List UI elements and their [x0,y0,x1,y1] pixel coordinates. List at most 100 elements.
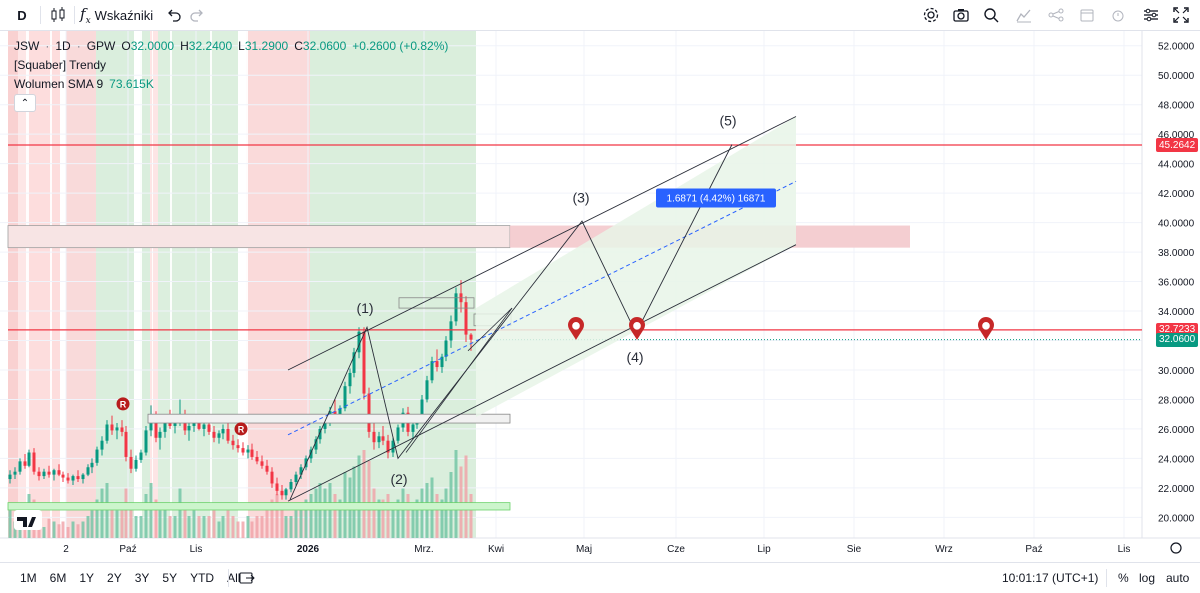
auto-toggle[interactable]: auto [1166,571,1190,585]
legend-low: L31.2900 [238,39,289,53]
candles-icon[interactable] [46,0,70,30]
range-6m-button[interactable]: 6M [49,571,67,585]
undo-icon[interactable] [163,0,185,30]
x-tick-label: Paź [1025,544,1042,555]
candle-body [86,467,90,475]
candle-body [76,476,80,480]
price-chart[interactable]: 52.0000 50.0000 48.0000 46.0000 44.0000 42.00… [0,31,1200,562]
volume-bar [8,510,12,538]
interval-label: D [17,7,27,23]
log-toggle[interactable]: log [1139,571,1156,585]
range-5y-button[interactable]: 5Y [162,571,178,585]
r-marker [234,422,248,436]
candle-body [71,476,75,481]
candle-body [294,474,298,482]
volume-bar [163,505,167,538]
candle-body [202,424,206,429]
r-marker-label: R [120,399,127,409]
wave-label: (4) [626,349,643,365]
goto-date-icon[interactable] [238,563,256,593]
volume-bar [323,488,327,538]
clock-timezone[interactable]: 10:01:17 (UTC+1) [1002,571,1099,585]
volume-bar [314,488,318,538]
range-3y-button[interactable]: 3Y [134,571,150,585]
elliott-wave-path [289,144,733,500]
range-ytd-button[interactable]: YTD [190,571,215,585]
candle-body [90,462,94,468]
legend-symbol[interactable]: JSW [14,39,40,53]
candle-body [13,471,17,475]
legend-ohlc-row: JSW · 1D · GPW O32.0000 H32.2400 L31.290… [14,37,448,56]
alarm-icon[interactable] [1107,0,1129,30]
settings-gear-icon[interactable] [920,0,942,30]
chart-area[interactable]: 52.0000 50.0000 48.0000 46.0000 44.0000 42.00… [0,31,1200,562]
legend-collapse-button[interactable]: ⌃ [14,94,36,112]
range-all-button[interactable]: All [227,571,241,585]
camera-icon[interactable] [950,0,972,30]
volume-bar [226,510,230,538]
candle-body [255,456,259,462]
candle-body [323,420,327,429]
candle-body [139,452,143,460]
volume-bar [338,499,342,538]
wave-label: (3) [572,189,589,205]
volume-bar [187,516,191,538]
network-icon[interactable] [1045,0,1067,30]
range-1m-button[interactable]: 1M [20,571,37,585]
volume-bar [173,516,177,538]
bars-chart-icon[interactable] [1013,0,1035,30]
legend-indicator-trends[interactable]: [Squaber] Trendy [14,58,107,72]
y-tick-label: 36.0000 [1158,278,1195,289]
percent-toggle[interactable]: % [1118,571,1129,585]
map-pin-hole [982,322,990,330]
volume-bar [192,510,196,538]
measure-label-text: 1.6871 (4.42%) 16871 [667,194,766,205]
candle-body [105,424,109,441]
volume-bar [284,516,288,538]
candle-body [318,428,322,440]
volume-bar [299,505,303,538]
green-zone-box [7,502,511,511]
volume-bar [250,521,254,538]
y-tick-label: 30.0000 [1158,366,1195,377]
candle-body [207,424,211,432]
volume-bar [469,494,473,538]
volume-bar [71,521,75,538]
sliders-icon[interactable] [1140,0,1162,30]
x-tick-label: Lip [757,544,771,555]
legend-close: C32.0600 [294,39,347,53]
redo-icon[interactable] [186,0,208,30]
candle-body [18,461,22,472]
fullscreen-icon[interactable] [1170,0,1192,30]
volume-bar [275,494,279,538]
range-2y-button[interactable]: 2Y [107,571,122,585]
function-icon: fx [80,4,91,26]
volume-bar [158,510,162,538]
candle-body [469,334,473,340]
volume-bar [270,499,274,538]
volume-bar [372,488,376,538]
trend-zone [8,31,18,538]
toolbar-divider [228,569,229,587]
indicators-button[interactable]: fx Wskaźniki [80,0,156,30]
interval-button[interactable]: D [10,0,34,30]
volume-bar [377,499,381,538]
candle-body [95,449,99,463]
trend-zone-gap [140,31,142,538]
candle-body [348,372,352,387]
r-marker-label: R [238,424,245,434]
candle-body [27,452,31,466]
volume-bar [178,488,182,538]
calendar-icon[interactable] [1076,0,1098,30]
candle-body [42,471,46,477]
range-1y-button[interactable]: 1Y [79,571,95,585]
trend-zone [18,31,28,538]
legend-indicator-volume[interactable]: Wolumen SMA 9 73.615K [14,77,154,91]
candle-body [464,302,468,335]
candle-body [396,427,400,441]
search-icon[interactable] [980,0,1002,30]
legend-high: H32.2400 [180,39,233,53]
candle-body [129,456,133,469]
candle-body [362,331,366,394]
volume-bar [120,510,124,538]
